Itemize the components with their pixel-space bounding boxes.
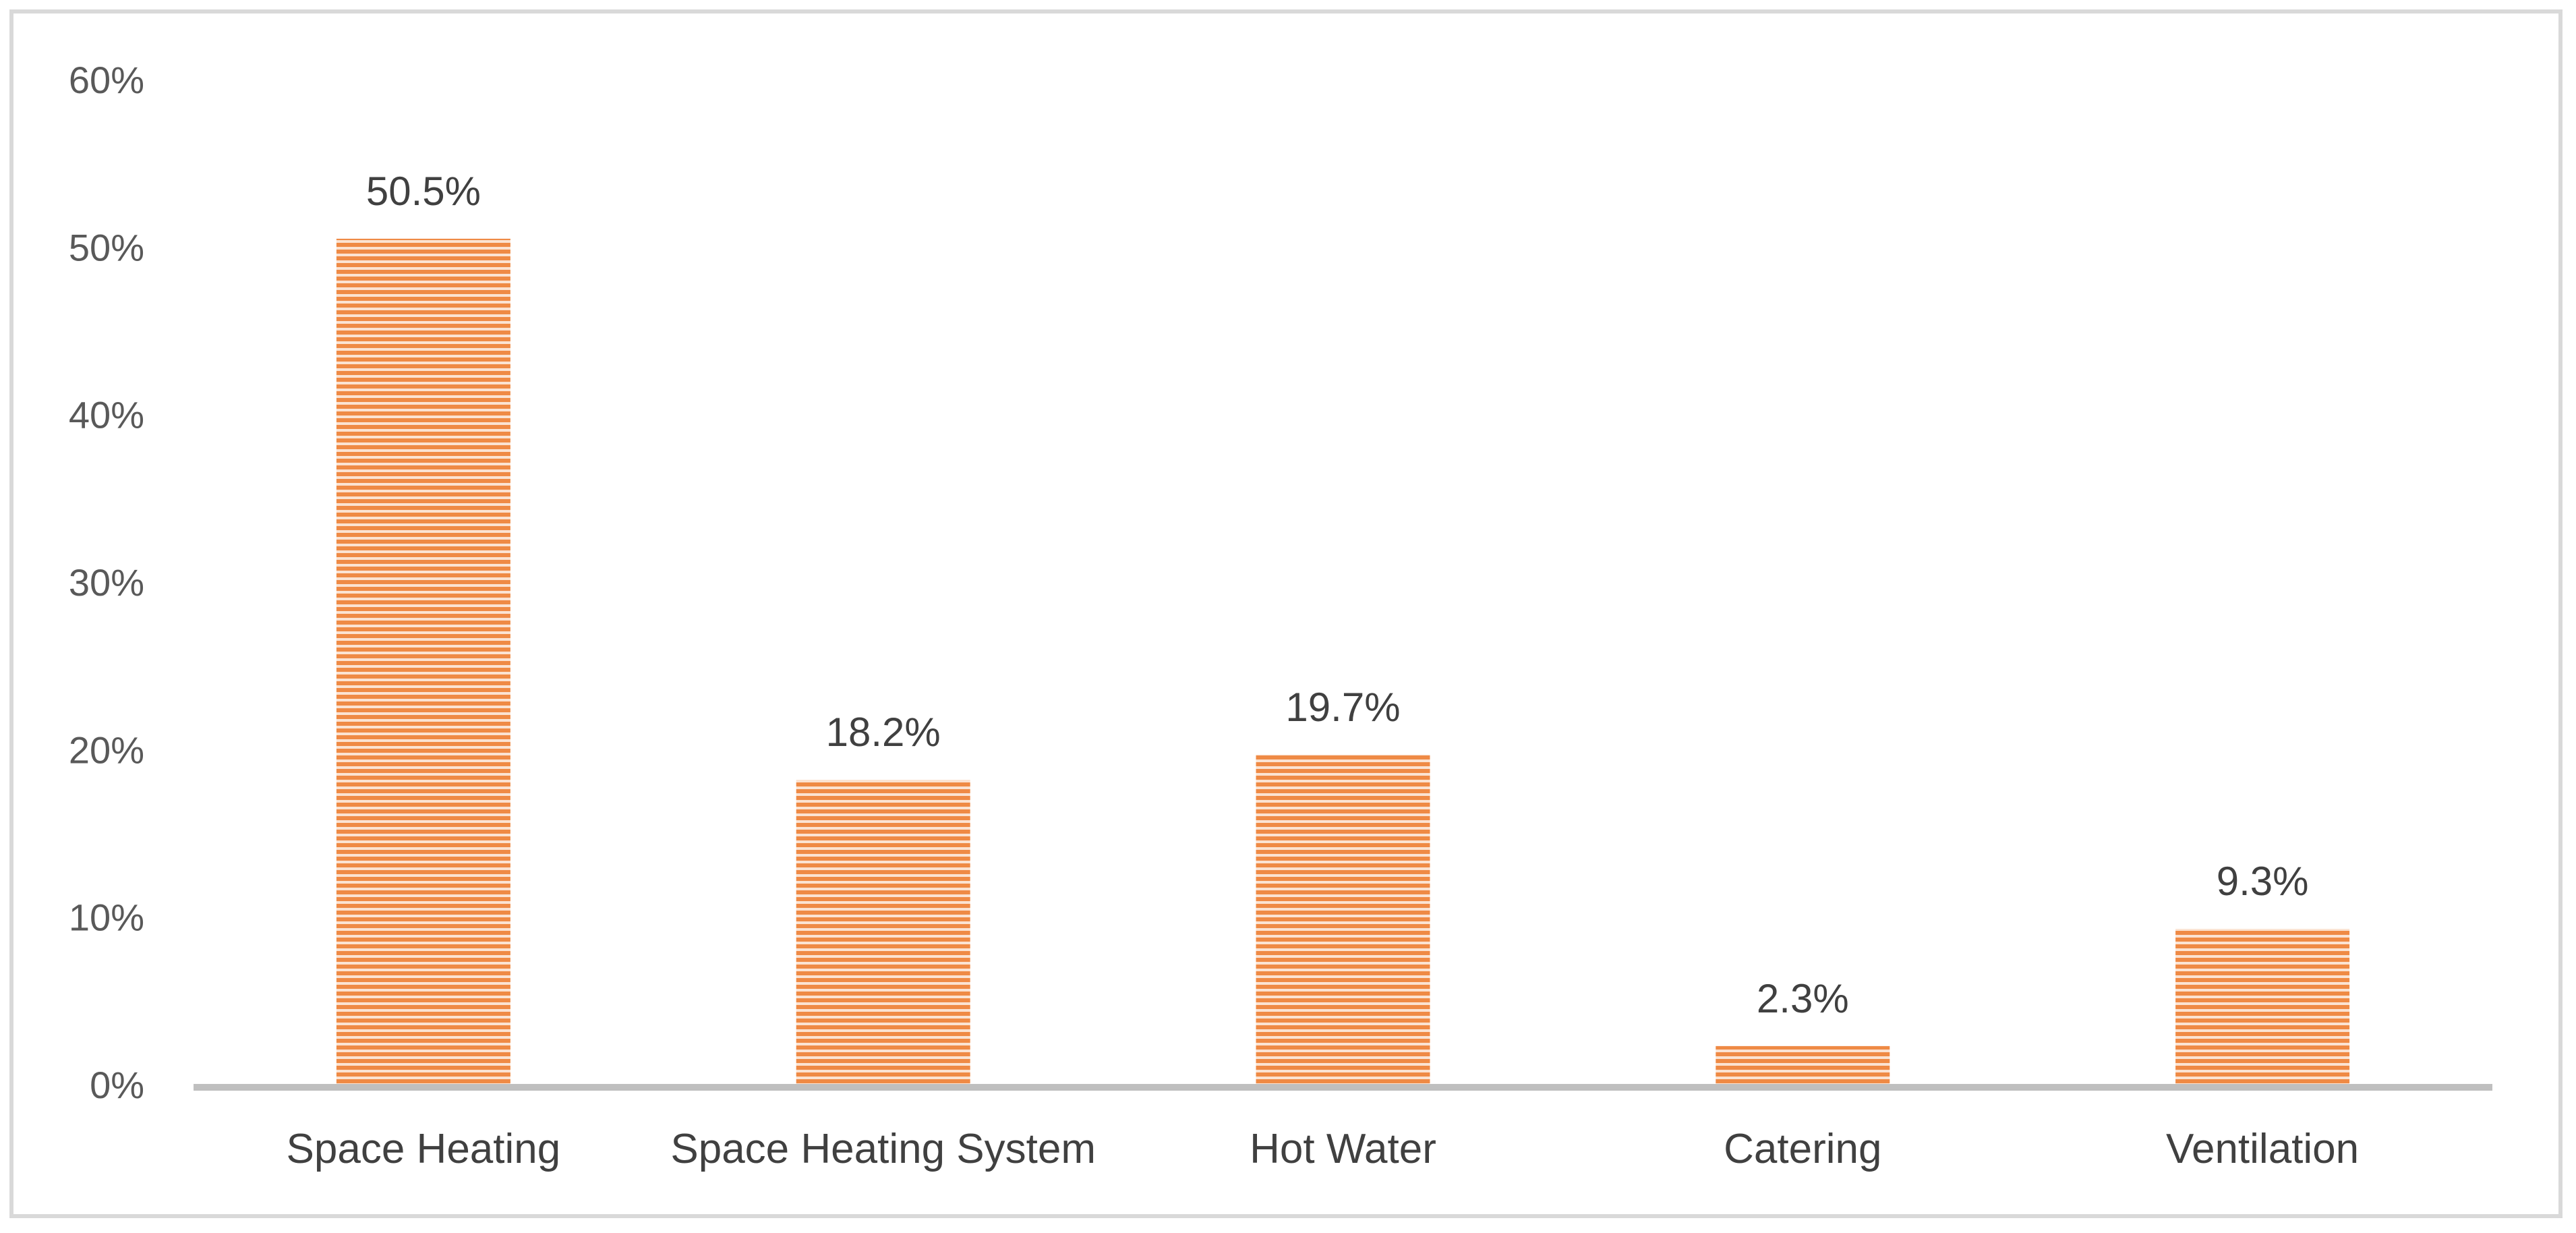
x-category-label: Ventilation [2166,1126,2359,1172]
bars [336,238,2350,1085]
y-tick-label: 30% [69,561,144,604]
x-category-label: Catering [1724,1126,1881,1172]
y-tick-label: 20% [69,728,144,771]
bar [336,238,510,1085]
y-axis-tick-labels: 0% 10% 20% 30% 40% 50% 60% [69,59,144,1106]
data-label: 2.3% [1757,976,1849,1021]
x-category-label: Hot Water [1250,1126,1436,1172]
x-category-label: Space Heating System [670,1126,1096,1172]
bar [1256,754,1430,1085]
bar [796,780,970,1085]
data-label: 50.5% [366,169,481,214]
x-axis-category-labels: Space Heating Space Heating System Hot Wat… [287,1126,2360,1172]
y-tick-label: 10% [69,896,144,939]
y-tick-label: 50% [69,226,144,268]
bar [1716,1045,1890,1085]
data-label: 19.7% [1285,685,1400,730]
y-tick-label: 40% [69,394,144,436]
data-label: 18.2% [826,710,941,755]
y-tick-label: 0% [90,1064,144,1106]
bar [2175,929,2350,1085]
x-category-label: Space Heating [287,1126,561,1172]
y-tick-label: 60% [69,59,144,101]
data-labels: 50.5% 18.2% 19.7% 2.3% 9.3% [366,169,2309,1021]
data-label: 9.3% [2217,859,2309,904]
